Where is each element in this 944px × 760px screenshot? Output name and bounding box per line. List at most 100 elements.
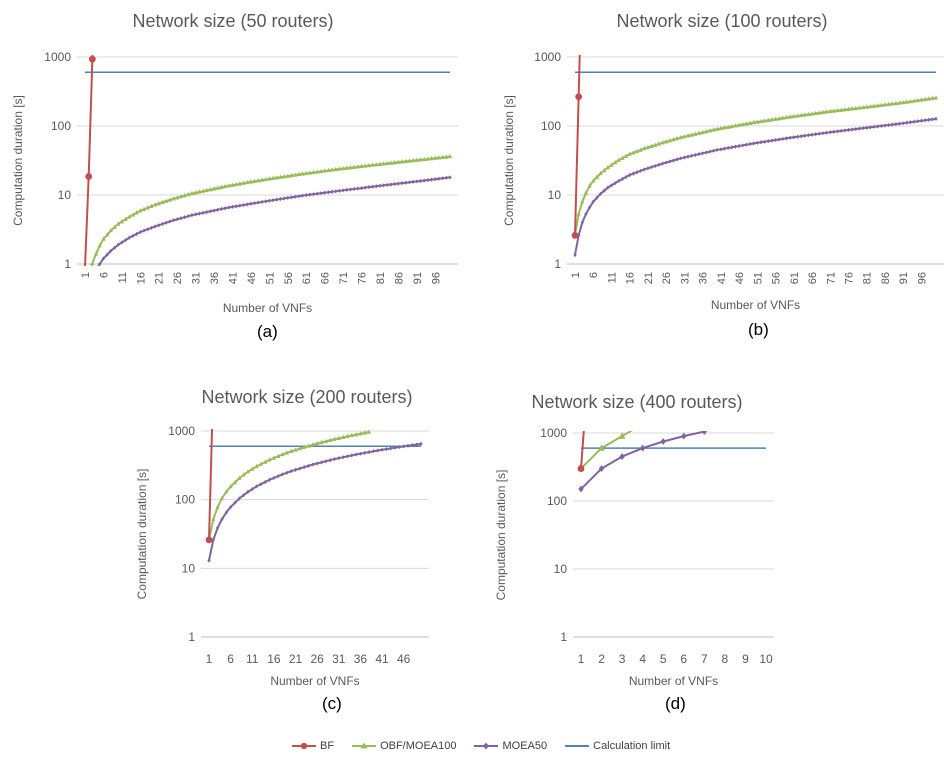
- x-tick-label: 46: [734, 272, 746, 284]
- y-tick-label: 1000: [44, 50, 71, 64]
- series-point-obf-moea100: [293, 172, 298, 177]
- series-point-moea50: [631, 171, 636, 176]
- series-point-obf-moea100: [297, 445, 302, 451]
- series-point-moea50: [220, 517, 224, 522]
- series-point-obf-moea100: [328, 437, 333, 442]
- series-point-obf-moea100: [197, 189, 202, 194]
- series-point-moea50: [419, 441, 423, 446]
- x-tick-label: 86: [880, 272, 892, 284]
- series-point-moea50: [302, 465, 306, 470]
- series-point-moea50: [138, 229, 142, 235]
- series-point-moea50: [215, 525, 220, 530]
- series-point-moea50: [354, 452, 358, 457]
- series-point-moea50: [259, 482, 263, 487]
- series-point-obf-moea100: [890, 101, 895, 106]
- series-point-moea50: [817, 131, 821, 136]
- series-point-obf-moea100: [620, 155, 625, 160]
- series-point-obf-moea100: [798, 112, 804, 118]
- series-point-moea50: [444, 175, 448, 180]
- series-point-moea50: [795, 134, 800, 139]
- series-point-moea50: [326, 190, 331, 195]
- series-point-moea50: [160, 221, 165, 227]
- series-point-obf-moea100: [164, 198, 169, 203]
- series-point-obf-moea100: [116, 221, 121, 226]
- series-point-moea50: [179, 216, 183, 221]
- series-point-moea50: [609, 183, 614, 188]
- series-point-obf-moea100: [123, 216, 128, 222]
- x-tick-label: 16: [625, 272, 637, 284]
- series-point-moea50: [322, 190, 327, 195]
- series-point-moea50: [839, 128, 843, 133]
- series-point-obf-moea100: [119, 218, 124, 224]
- series-point-obf-moea100: [307, 170, 312, 175]
- series-point-bf: [205, 536, 213, 544]
- series-point-obf-moea100: [193, 190, 198, 195]
- series-point-moea50: [241, 202, 246, 208]
- x-axis-label: Number of VNFs: [629, 674, 718, 688]
- series-point-obf-moea100: [359, 163, 364, 169]
- series-point-obf-moea100: [718, 125, 723, 131]
- x-tick-label: 16: [267, 652, 281, 666]
- series-point-obf-moea100: [886, 101, 891, 107]
- series-point-moea50: [595, 195, 599, 200]
- series-point-moea50: [212, 208, 216, 213]
- series-point-moea50: [224, 510, 228, 515]
- series-point-moea50: [153, 224, 157, 229]
- series-point-moea50: [418, 178, 423, 184]
- series-point-moea50: [591, 199, 595, 204]
- series-point-moea50: [806, 133, 811, 138]
- x-tick-label: 1: [80, 272, 92, 278]
- series-point-moea50: [393, 181, 397, 187]
- series-point-moea50: [101, 256, 106, 261]
- series-point-moea50: [402, 444, 406, 449]
- series-point-moea50: [348, 187, 353, 192]
- series-point-obf-moea100: [682, 134, 687, 139]
- caption-d: (d): [665, 694, 686, 713]
- x-tick-label: 1: [570, 272, 582, 278]
- series-point-moea50: [406, 443, 410, 448]
- series-point-moea50: [193, 212, 198, 217]
- series-point-obf-moea100: [828, 108, 833, 114]
- series-point-obf-moea100: [280, 451, 285, 457]
- series-point-moea50: [263, 479, 267, 485]
- x-tick-label: 81: [862, 272, 874, 284]
- series-point-obf-moea100: [337, 166, 342, 171]
- series-point-obf-moea100: [256, 178, 261, 183]
- series-point-moea50: [923, 118, 927, 123]
- series-point-moea50: [374, 184, 378, 189]
- series-point-moea50: [620, 176, 625, 182]
- x-tick-label: 2: [598, 652, 605, 666]
- series-point-moea50: [393, 445, 397, 450]
- series-point-obf-moea100: [145, 205, 150, 210]
- series-point-moea50: [254, 484, 259, 489]
- series-point-moea50: [337, 456, 341, 461]
- series-point-obf-moea100: [362, 430, 367, 435]
- series-point-moea50: [131, 233, 135, 238]
- series-point-moea50: [197, 211, 201, 216]
- series-point-moea50: [341, 188, 345, 193]
- series-point-obf-moea100: [300, 171, 305, 176]
- x-tick-label: 21: [643, 272, 655, 284]
- series-point-moea50: [744, 142, 749, 147]
- series-point-moea50: [657, 162, 661, 167]
- x-tick-label: 51: [264, 272, 276, 284]
- series-line-moea50: [580, 431, 705, 490]
- series-point-obf-moea100: [802, 112, 807, 117]
- series-point-moea50: [293, 467, 298, 472]
- series-point-obf-moea100: [868, 103, 873, 109]
- y-tick-label: 100: [541, 119, 561, 133]
- series-point-obf-moea100: [791, 113, 796, 119]
- series-point-moea50: [233, 500, 237, 505]
- series-point-obf-moea100: [901, 99, 906, 105]
- series-point-moea50: [208, 209, 213, 214]
- series-line-obf-moea100: [574, 96, 937, 236]
- series-point-obf-moea100: [645, 144, 651, 150]
- series-point-obf-moea100: [403, 158, 408, 164]
- x-tick-label: 10: [759, 652, 773, 666]
- series-point-obf-moea100: [224, 489, 229, 494]
- caption-a: (a): [257, 322, 278, 341]
- series-point-obf-moea100: [344, 165, 349, 170]
- series-point-moea50: [358, 451, 363, 456]
